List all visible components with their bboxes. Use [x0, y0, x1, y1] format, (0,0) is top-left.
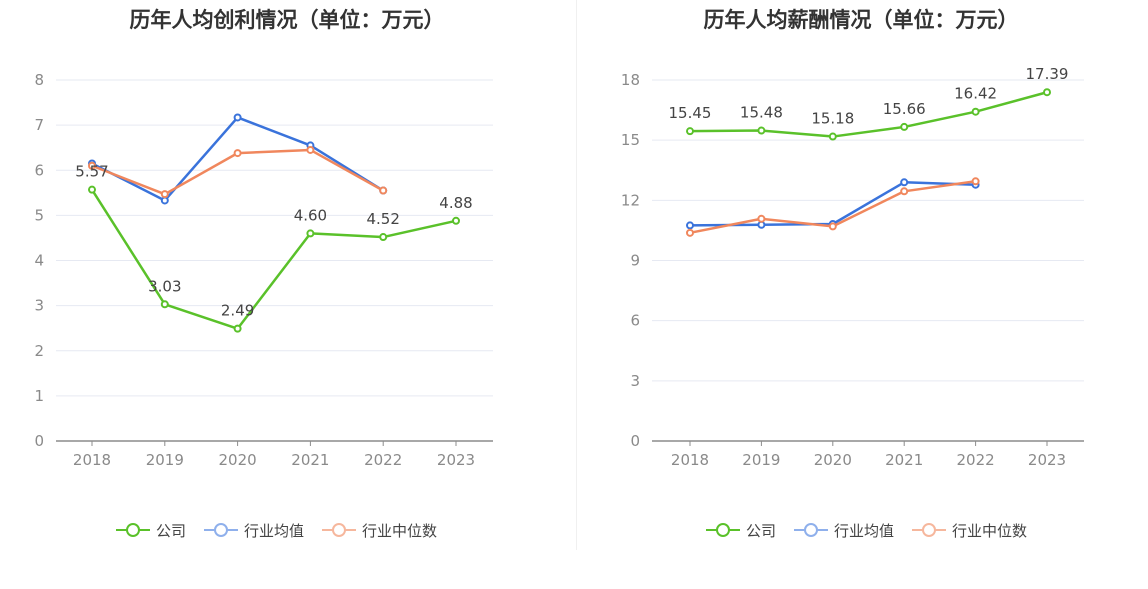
x-tick-label: 2023 [437, 451, 475, 469]
data-point[interactable] [757, 214, 766, 223]
series-line-industry-avg [91, 116, 384, 202]
x-tick-label: 2020 [814, 451, 852, 469]
legend-item-industry-median[interactable]: 行业中位数 [912, 520, 1027, 541]
salary-per-capita-chart: 历年人均薪酬情况（单位：万元） 0 3 6 9 12 15 18 2018 2019 2020 20… [574, 0, 1148, 589]
data-label: 4.60 [294, 206, 327, 224]
data-label: 15.45 [669, 104, 712, 122]
data-label: 17.39 [1026, 65, 1069, 83]
data-label: 4.52 [366, 210, 399, 228]
y-tick-label: 0 [630, 432, 640, 450]
data-point[interactable] [160, 300, 169, 309]
legend-industry-avg-marker-icon [204, 523, 239, 537]
legend-company-label: 公司 [746, 521, 777, 540]
data-point[interactable] [160, 190, 169, 199]
y-tick-label: 6 [630, 312, 640, 330]
data-label: 16.42 [954, 85, 997, 103]
y-tick-label: 4 [34, 252, 44, 270]
y-tick-label: 8 [34, 71, 44, 89]
legend-item-company[interactable]: 公司 [706, 520, 776, 541]
data-point[interactable] [828, 132, 837, 141]
y-tick-label: 3 [34, 297, 44, 315]
legend-company-marker-icon [706, 523, 740, 537]
data-point[interactable] [1043, 88, 1051, 97]
data-point[interactable] [971, 177, 980, 186]
data-point[interactable] [306, 229, 315, 238]
legend-item-company[interactable]: 公司 [116, 520, 186, 541]
data-point[interactable] [452, 216, 460, 225]
legend-profit: 公司 行业均值 行业中位数 [116, 518, 437, 542]
x-tick-label: 2019 [146, 451, 184, 469]
data-point[interactable] [88, 161, 96, 170]
data-label: 15.18 [811, 110, 854, 128]
chart-title-salary: 历年人均薪酬情况（单位：万元） [703, 8, 1019, 32]
legend-industry-avg-label: 行业均值 [834, 521, 895, 540]
data-label: 3.03 [148, 277, 181, 295]
series-line-company [689, 91, 1048, 138]
y-tick-label: 7 [34, 116, 44, 134]
data-label: 15.66 [883, 100, 926, 118]
legend-salary: 公司 行业均值 行业中位数 [706, 518, 1027, 542]
data-point[interactable] [379, 233, 388, 242]
y-tick-label: 18 [621, 71, 640, 89]
x-tick-label: 2022 [364, 451, 402, 469]
data-label: 15.48 [740, 104, 783, 122]
data-point[interactable] [900, 187, 909, 196]
y-tick-label: 6 [34, 161, 44, 179]
legend-industry-median-label: 行业中位数 [362, 521, 438, 540]
x-tick-label: 2019 [742, 451, 780, 469]
y-tick-label: 15 [621, 131, 640, 149]
data-point[interactable] [828, 222, 837, 231]
data-point[interactable] [233, 113, 242, 122]
data-point[interactable] [686, 221, 694, 230]
legend-item-industry-median[interactable]: 行业中位数 [322, 520, 437, 541]
legend-industry-avg-marker-icon [794, 523, 829, 537]
data-label: 4.88 [439, 194, 472, 212]
data-point[interactable] [686, 228, 694, 237]
x-tick-label: 2023 [1028, 451, 1066, 469]
series-line-industry-avg [689, 181, 976, 227]
legend-item-industry-avg[interactable]: 行业均值 [204, 520, 304, 541]
x-tick-label: 2018 [73, 451, 111, 469]
legend-company-marker-icon [116, 523, 150, 537]
profit-per-capita-chart: 历年人均创利情况（单位：万元） 0 1 2 3 4 5 6 7 8 2018 2019 2020 202… [34, 8, 493, 542]
data-label: 2.49 [221, 302, 254, 320]
chart-title-profit: 历年人均创利情况（单位：万元） [129, 8, 445, 32]
data-point[interactable] [233, 324, 242, 333]
legend-industry-median-marker-icon [912, 523, 947, 537]
y-tick-label: 5 [34, 206, 44, 224]
y-tick-label: 1 [34, 387, 44, 405]
legend-industry-median-label: 行业中位数 [952, 521, 1028, 540]
y-tick-label: 12 [621, 191, 640, 209]
data-point[interactable] [379, 186, 388, 195]
legend-company-label: 公司 [156, 521, 187, 540]
profit-plot-area: 0 1 2 3 4 5 6 7 8 2018 2019 2020 2021 2022 2023 5.57 3.0… [34, 71, 493, 469]
y-tick-label: 9 [630, 252, 640, 270]
legend-industry-median-marker-icon [322, 523, 357, 537]
data-point[interactable] [757, 126, 766, 135]
x-tick-label: 2021 [885, 451, 923, 469]
y-tick-label: 2 [34, 342, 44, 360]
x-tick-label: 2018 [671, 451, 709, 469]
series-line-company [90, 188, 457, 330]
panel-divider [576, 0, 577, 550]
data-point[interactable] [233, 149, 242, 158]
y-tick-label: 3 [630, 372, 640, 390]
x-tick-label: 2021 [291, 451, 329, 469]
data-label: 5.57 [75, 163, 108, 181]
y-tick-label: 0 [34, 432, 44, 450]
legend-industry-avg-label: 行业均值 [244, 521, 305, 540]
data-point[interactable] [88, 185, 96, 194]
data-point[interactable] [900, 122, 909, 131]
salary-plot-area: 0 3 6 9 12 15 18 2018 2019 2020 2021 2022 2023 15.45 1… [621, 65, 1084, 469]
legend-item-industry-avg[interactable]: 行业均值 [794, 520, 894, 541]
x-tick-label: 2020 [219, 451, 257, 469]
x-tick-label: 2022 [957, 451, 995, 469]
data-point[interactable] [306, 145, 315, 154]
data-point[interactable] [900, 178, 909, 187]
data-point[interactable] [971, 107, 980, 116]
data-point[interactable] [686, 127, 694, 136]
data-point[interactable] [160, 196, 169, 205]
